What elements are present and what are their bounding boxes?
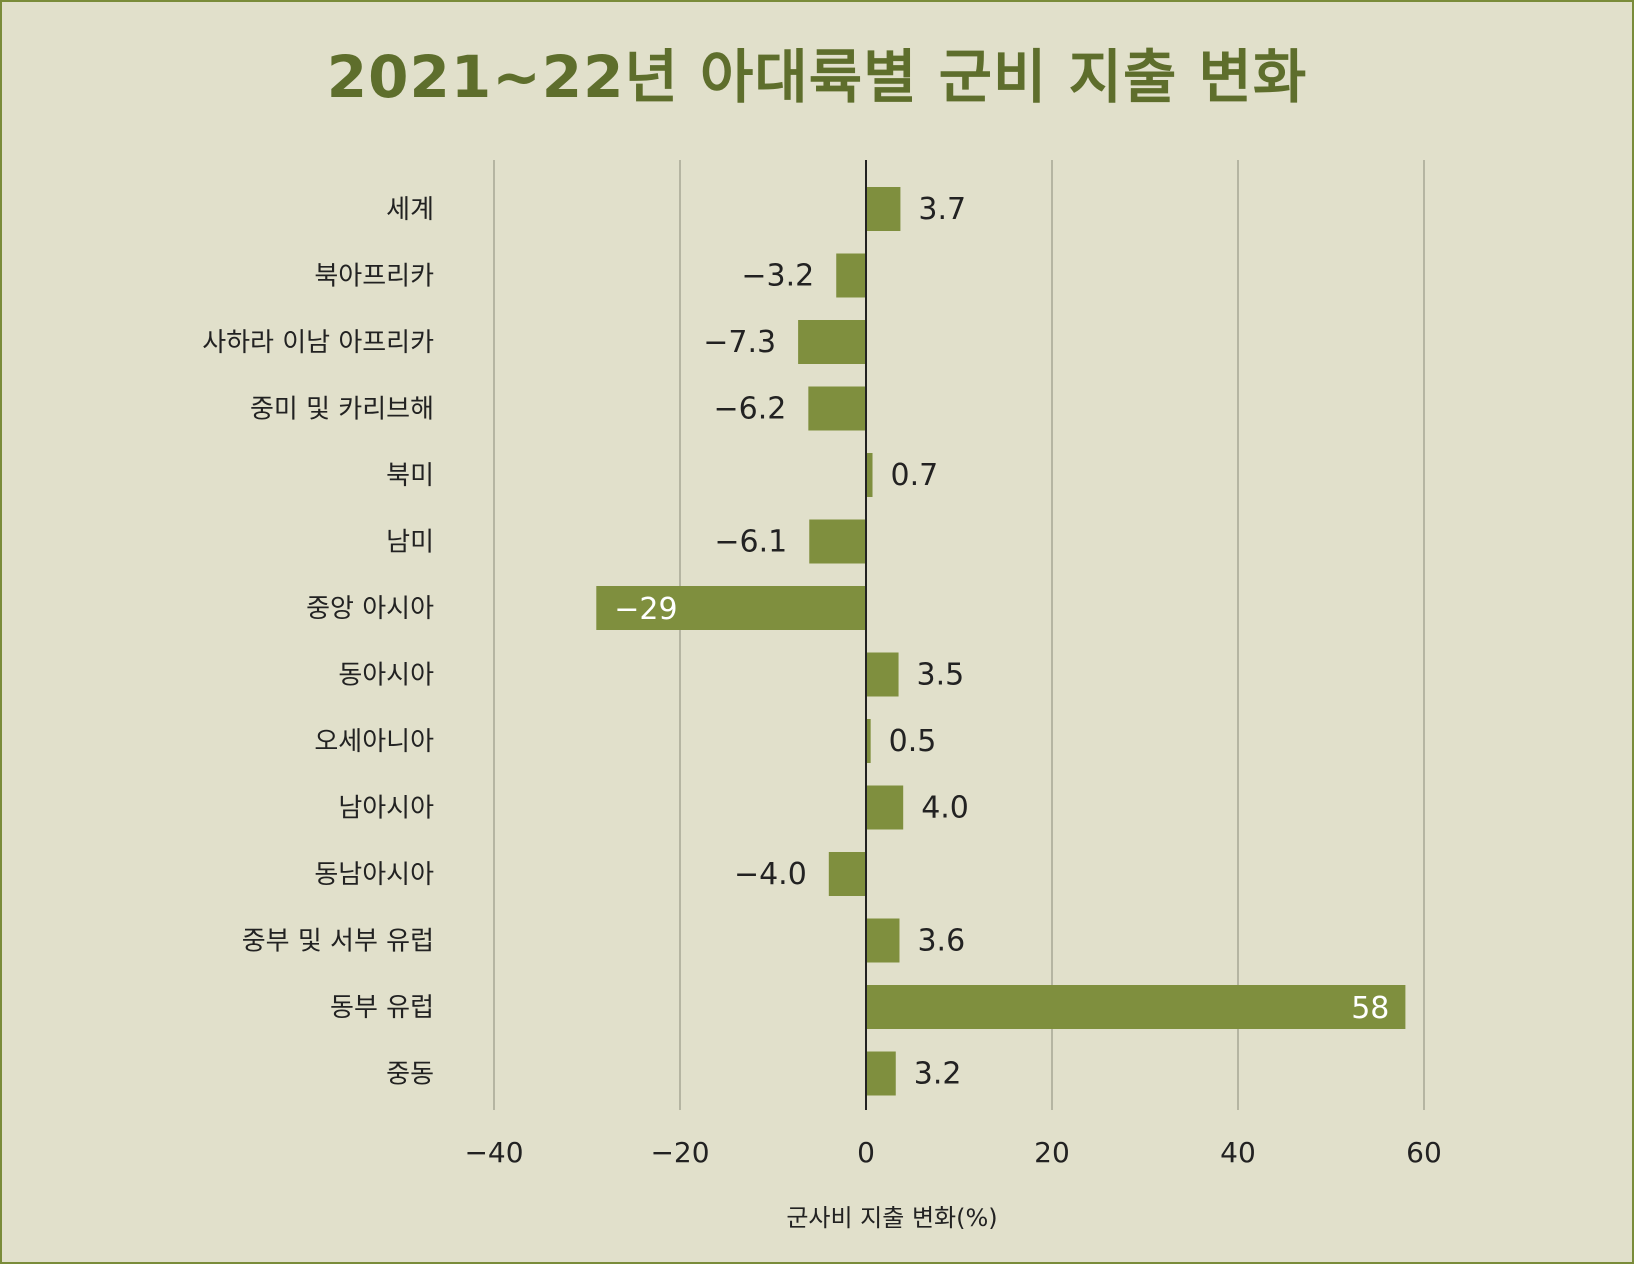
category-label: 북아프리카: [314, 262, 434, 292]
chart-title: 2021~22년 아대륙별 군비 지출 변화: [326, 43, 1308, 111]
category-label: 동남아시아: [314, 860, 434, 890]
category-label: 북미: [386, 461, 434, 491]
category-label: 남아시아: [338, 794, 434, 824]
category-label: 동부 유럽: [330, 993, 434, 1023]
x-tick-label: 0: [857, 1136, 875, 1169]
x-tick-label: −20: [650, 1136, 709, 1169]
value-label: −6.2: [713, 392, 786, 427]
x-tick-label: 20: [1034, 1136, 1070, 1169]
bar: [596, 586, 866, 630]
bar: [866, 785, 904, 830]
category-label: 중동: [386, 1060, 434, 1090]
category-label: 세계: [386, 195, 434, 225]
category-label: 오세아니아: [314, 727, 434, 757]
bar: [866, 652, 899, 697]
value-label: 0.7: [891, 458, 939, 493]
value-label: 4.0: [921, 791, 969, 826]
bar: [866, 1051, 896, 1096]
value-label: 58: [1351, 991, 1389, 1026]
value-label: −29: [614, 592, 677, 627]
category-label: 사하라 이남 아프리카: [202, 328, 434, 358]
value-label: 3.2: [914, 1057, 962, 1092]
bar: [866, 453, 873, 497]
category-label: 동아시아: [338, 661, 434, 691]
value-label: 3.5: [917, 658, 965, 693]
x-axis-title: 군사비 지출 변화(%): [786, 1204, 997, 1232]
bar: [866, 985, 1406, 1029]
x-tick-label: 60: [1406, 1136, 1442, 1169]
value-label: −6.1: [714, 525, 787, 560]
bar: [809, 519, 866, 564]
bar: [798, 320, 866, 364]
bar: [828, 852, 866, 896]
bar: [808, 386, 866, 431]
value-label: −7.3: [703, 325, 776, 360]
value-label: 0.5: [889, 724, 937, 759]
category-label: 중앙 아시아: [306, 594, 434, 624]
category-label: 중미 및 카리브해: [250, 395, 434, 425]
category-label: 중부 및 서부 유럽: [242, 927, 434, 957]
x-tick-label: 40: [1220, 1136, 1256, 1169]
x-tick-label: −40: [464, 1136, 523, 1169]
bar: [836, 253, 866, 298]
value-label: 3.7: [918, 192, 966, 227]
value-label: −3.2: [741, 259, 814, 294]
category-label: 남미: [386, 528, 434, 558]
bar: [866, 187, 901, 231]
value-label: 3.6: [917, 924, 965, 959]
value-label: −4.0: [734, 857, 807, 892]
bar: [866, 918, 900, 963]
bar: [866, 719, 871, 763]
